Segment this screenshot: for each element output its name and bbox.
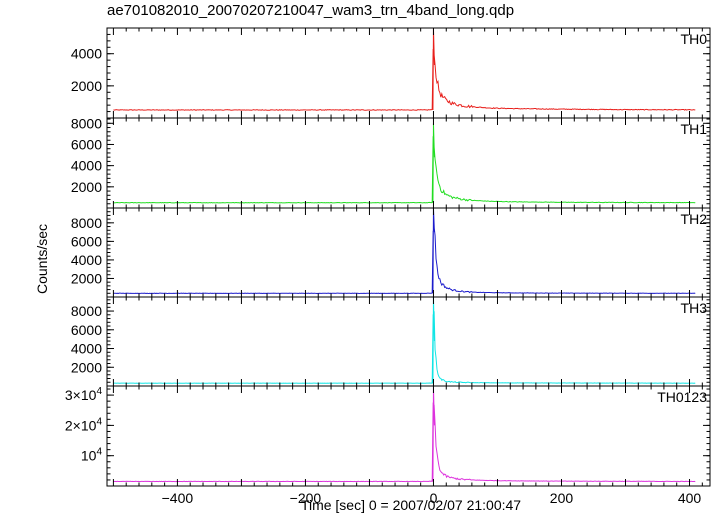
- y-tick-label: 8000: [71, 303, 102, 319]
- panel-label-th1: TH1: [681, 121, 708, 137]
- y-tick-label: 2000: [71, 179, 102, 195]
- y-tick-label: 2000: [71, 270, 102, 286]
- y-tick-label: 2000: [71, 359, 102, 375]
- y-tick-label: 4000: [71, 341, 102, 357]
- panel-label-th3: TH3: [681, 300, 708, 316]
- series-line-th3: [113, 297, 696, 384]
- panel-th1: 2000 4000 6000 8000 TH1: [71, 115, 711, 209]
- series-line-th1: [113, 123, 696, 204]
- y-tick-label: 4000: [71, 46, 102, 62]
- panel-label-th0: TH0: [681, 31, 708, 47]
- x-tick-label: 400: [678, 490, 702, 506]
- panel-th0: 2000 4000 TH0: [71, 27, 711, 119]
- y-tick-label: 6000: [71, 136, 102, 152]
- y-tick-label: 8000: [71, 115, 102, 131]
- panel-frame: [106, 207, 711, 298]
- y-tick-label: 2×104: [65, 416, 103, 433]
- panel-th2: 2000 4000 6000 8000 TH2: [71, 207, 711, 298]
- chart-title: ae701082010_20070207210047_wam3_trn_4ban…: [107, 2, 515, 19]
- x-tick-label: −200: [290, 490, 322, 506]
- y-tick-label: 4000: [71, 158, 102, 174]
- x-tick-label: −400: [162, 490, 194, 506]
- y-tick-label: 4000: [71, 252, 102, 268]
- panel-frame: [106, 27, 711, 119]
- panel-frame: [106, 385, 711, 487]
- y-tick-label: 6000: [71, 322, 102, 338]
- panel-label-th2: TH2: [681, 211, 708, 227]
- x-tick-label: 200: [550, 490, 574, 506]
- panel-th3: 2000 4000 6000 8000 TH3: [71, 296, 711, 387]
- series-line-th2: [113, 208, 696, 294]
- panel-th0123: 104 2×104 3×104 TH0123: [65, 385, 711, 487]
- x-tick-label: 0: [430, 490, 438, 506]
- y-tick-label: 8000: [71, 215, 102, 231]
- series-line-th0: [113, 28, 696, 111]
- y-tick-label: 2000: [71, 78, 102, 94]
- panel-label-th0123: TH0123: [657, 389, 707, 405]
- series-line-th0123: [113, 387, 696, 483]
- y-tick-label: 3×104: [65, 386, 103, 403]
- panel-frame: [106, 117, 711, 209]
- y-tick-label: 104: [81, 447, 103, 464]
- x-axis-label: Time [sec] 0 = 2007/02/07 21:00:47: [300, 497, 522, 513]
- panel-frame: [106, 296, 711, 387]
- y-tick-label: 6000: [71, 233, 102, 249]
